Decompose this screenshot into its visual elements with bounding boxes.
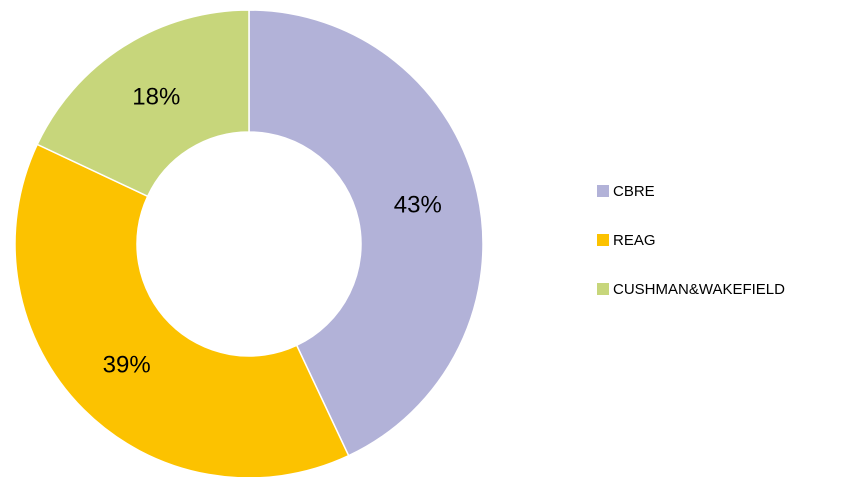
legend-swatch bbox=[597, 234, 609, 246]
donut-slice bbox=[36, 9, 250, 198]
legend-label: CUSHMAN&WAKEFIELD bbox=[613, 281, 785, 298]
legend-label: CBRE bbox=[613, 183, 655, 200]
data-label: 39% bbox=[103, 352, 151, 379]
donut-slice bbox=[248, 9, 484, 457]
data-label: 18% bbox=[132, 83, 180, 110]
legend-swatch bbox=[597, 283, 609, 295]
legend-swatch bbox=[597, 185, 609, 197]
data-label: 43% bbox=[394, 192, 442, 219]
donut-slice bbox=[14, 143, 350, 477]
legend-label: REAG bbox=[613, 232, 656, 249]
